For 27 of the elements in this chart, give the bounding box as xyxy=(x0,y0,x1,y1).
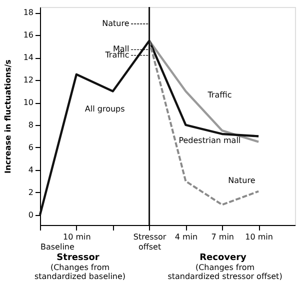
y-tick-label: 10 xyxy=(23,98,34,108)
x-tick-label: 4 min xyxy=(174,232,198,242)
y-tick-label: 16 xyxy=(23,30,34,40)
x-tick-label: 7 min xyxy=(211,232,234,242)
y-tick-label: 8 xyxy=(28,120,34,130)
x-tick-label: 10 min xyxy=(63,232,91,242)
y-tick-label: 6 xyxy=(28,142,34,152)
y-tick-label: 12 xyxy=(23,76,34,85)
annotation: Traffic xyxy=(104,50,130,60)
y-axis-title: Increase in fluctuations/s xyxy=(4,59,12,174)
y-tick-label: 0 xyxy=(28,210,34,220)
y-tick-label: 14 xyxy=(23,53,34,62)
series-label: All groups xyxy=(84,104,125,114)
text: (Changes from standardized baseline) xyxy=(34,263,126,281)
series-label: Nature xyxy=(228,176,256,185)
annotation: Nature xyxy=(102,18,130,28)
x-tick-label: Baseline xyxy=(40,242,74,252)
text: Recovery xyxy=(200,253,247,263)
y-tick-label: 2 xyxy=(28,188,34,197)
y-tick-label: 18 xyxy=(23,8,34,18)
x-tick-label: 10 min xyxy=(245,232,273,242)
y-tick-label: 4 xyxy=(28,165,34,174)
text: Stressor xyxy=(56,253,100,263)
x-tick-label: Stressor offset xyxy=(133,232,167,252)
series-label: Pedestrian mall xyxy=(178,136,241,145)
text: (Changes from standardized stressor offset) xyxy=(168,263,282,281)
series-label: Traffic xyxy=(206,90,232,100)
